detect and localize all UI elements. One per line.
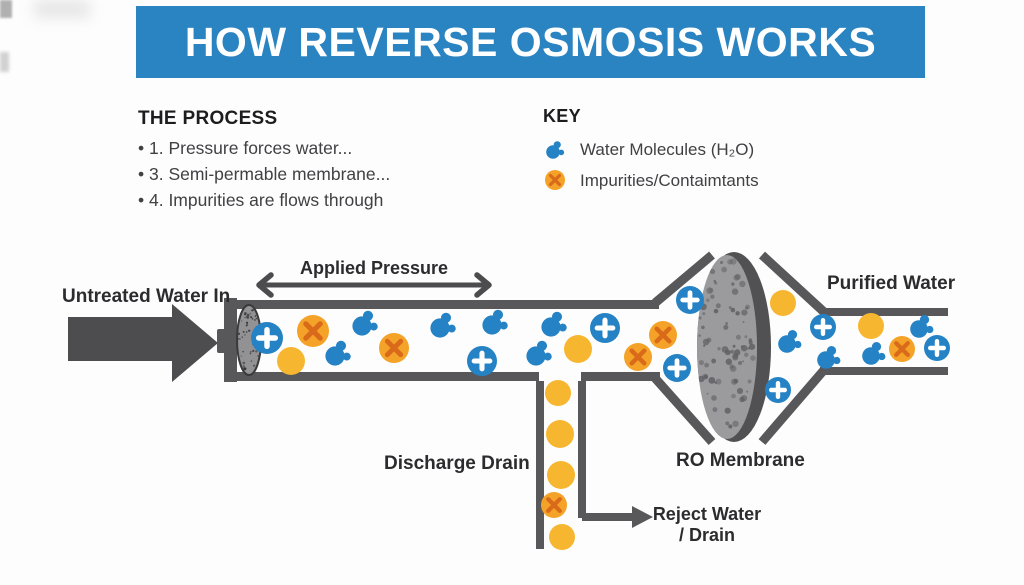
molecule-water	[862, 342, 886, 365]
molecule-water	[430, 312, 456, 338]
label-applied-pressure: Applied Pressure	[299, 258, 449, 278]
molecule-plus	[924, 335, 950, 361]
molecule-dot	[546, 420, 574, 448]
water-molecule-icon	[546, 141, 565, 159]
process-list: • 1. Pressure forces water... • 3. Semi-p…	[138, 135, 390, 213]
process-item: • 1. Pressure forces water...	[138, 138, 353, 158]
molecule-dot	[547, 461, 575, 489]
process-item: • 3. Semi-permable membrane...	[138, 164, 391, 184]
reject-arrow	[582, 506, 653, 528]
page-title: HOW REVERSE OSMOSIS WORKS	[184, 18, 877, 65]
molecule-plus	[251, 322, 283, 354]
molecule-dot	[564, 335, 592, 363]
applied-pressure-arrow	[256, 272, 492, 298]
header-banner: HOW REVERSE OSMOSIS WORKS	[136, 6, 925, 78]
molecule-dot	[858, 313, 884, 339]
key-section: KEY Water Molecules (H₂O) Impurities/Cont…	[543, 106, 759, 196]
process-section: THE PROCESS • 1. Pressure forces water..…	[138, 108, 390, 213]
legend-item: Water Molecules (H₂O)	[543, 134, 759, 165]
molecule-plus	[810, 314, 836, 340]
legend-item: Impurities/Contaimtants	[543, 165, 759, 196]
label-discharge-drain: Discharge Drain	[384, 453, 530, 474]
label-reject-water: Reject Water / Drain	[637, 504, 777, 546]
key-title: KEY	[543, 106, 581, 126]
molecule-plus	[676, 286, 704, 314]
molecule-plus	[765, 377, 791, 403]
pipe-end-cap	[236, 304, 262, 376]
molecule-x	[649, 321, 677, 349]
molecule-x	[624, 343, 652, 371]
label-untreated-water-in: Untreated Water In	[62, 286, 231, 307]
label-reject-line2: / Drain	[678, 525, 735, 545]
legend-label: Water Molecules (H₂O)	[580, 139, 755, 159]
molecule-water	[546, 141, 565, 159]
molecule-water	[817, 346, 841, 369]
molecule-plus	[467, 346, 497, 376]
molecule-x	[297, 315, 329, 347]
inflow-arrow	[68, 304, 218, 382]
molecule-x	[889, 336, 915, 362]
label-ro-membrane: RO Membrane	[676, 450, 805, 471]
molecules-layer	[251, 286, 950, 550]
molecule-plus	[663, 354, 691, 382]
molecule-x	[545, 170, 565, 190]
label-purified-water: Purified Water	[827, 273, 956, 294]
molecule-water	[352, 310, 378, 336]
molecule-x	[541, 492, 567, 518]
ro-membrane	[697, 252, 771, 442]
molecule-water	[526, 340, 552, 366]
impurity-icon	[545, 170, 565, 190]
molecule-dot	[545, 380, 571, 406]
molecule-dot	[770, 290, 796, 316]
molecule-water	[541, 311, 567, 337]
molecule-plus	[590, 313, 620, 343]
molecule-water	[482, 309, 508, 335]
molecule-water	[778, 330, 802, 353]
molecule-water	[910, 315, 934, 338]
process-item: • 4. Impurities are flows through	[138, 190, 384, 210]
pipe-walls	[217, 298, 948, 549]
molecule-dot	[549, 524, 575, 550]
molecule-dot	[277, 347, 305, 375]
process-title: THE PROCESS	[138, 108, 278, 129]
label-reject-line1: Reject Water	[652, 504, 762, 524]
molecule-water	[325, 340, 351, 366]
cone-edges	[651, 251, 828, 445]
key-legend: Water Molecules (H₂O) Impurities/Contaimt…	[543, 134, 759, 196]
legend-label: Impurities/Contaimtants	[580, 170, 759, 190]
molecule-x	[379, 333, 409, 363]
